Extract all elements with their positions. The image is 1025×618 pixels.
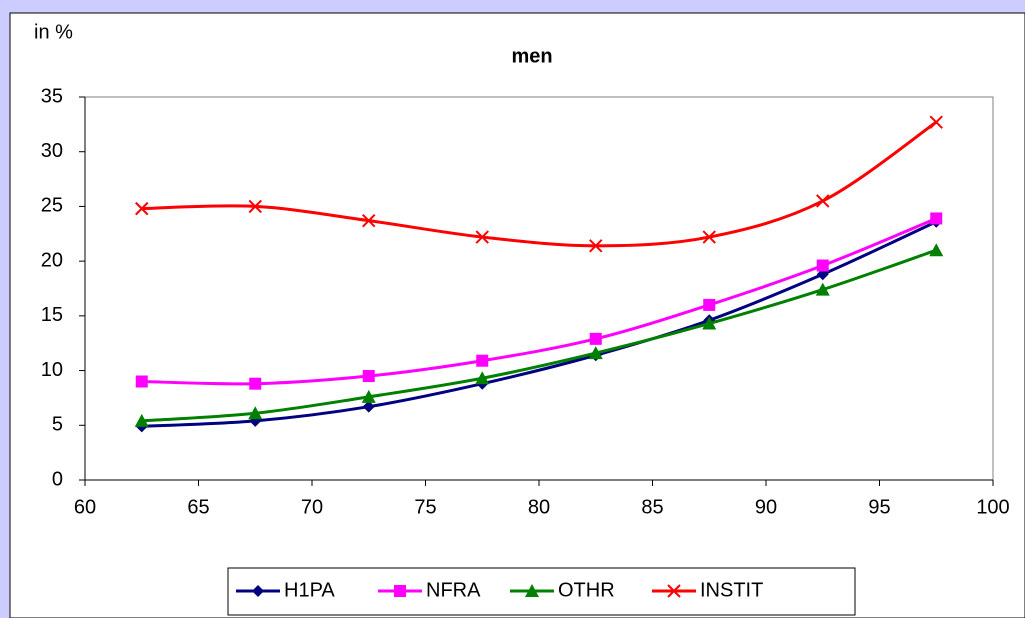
marker bbox=[394, 585, 406, 597]
marker bbox=[703, 298, 716, 311]
marker bbox=[702, 316, 717, 330]
x-tick-label: 95 bbox=[868, 496, 890, 518]
marker bbox=[135, 375, 148, 388]
legend-label: INSTIT bbox=[700, 579, 763, 601]
marker bbox=[589, 332, 602, 345]
chart-area bbox=[9, 12, 1025, 618]
series-line bbox=[141, 120, 938, 248]
marker bbox=[930, 212, 943, 225]
series-line bbox=[141, 248, 937, 423]
marker bbox=[588, 346, 603, 360]
chart-title: men bbox=[511, 45, 552, 67]
x-tick-label: 70 bbox=[301, 496, 323, 518]
marker bbox=[252, 585, 264, 597]
x-tick-label: 100 bbox=[976, 496, 1009, 518]
y-tick-label: 30 bbox=[41, 140, 63, 162]
marker bbox=[362, 213, 376, 228]
marker bbox=[525, 584, 539, 597]
marker bbox=[816, 259, 829, 272]
y-tick-label: 20 bbox=[41, 249, 63, 271]
x-tick-label: 75 bbox=[414, 496, 436, 518]
x-tick-label: 60 bbox=[74, 496, 96, 518]
legend-label: OTHR bbox=[558, 579, 615, 601]
marker bbox=[475, 371, 490, 385]
x-tick-label: 90 bbox=[755, 496, 777, 518]
marker bbox=[248, 406, 263, 420]
marker bbox=[929, 115, 943, 129]
x-tick-label: 85 bbox=[641, 496, 663, 518]
marker bbox=[362, 400, 375, 413]
marker bbox=[248, 199, 262, 214]
y-tick-label: 25 bbox=[41, 195, 63, 217]
marker bbox=[134, 413, 149, 427]
y-axis-label: in % bbox=[34, 21, 73, 43]
y-tick-label: 5 bbox=[52, 414, 63, 436]
marker bbox=[667, 584, 681, 598]
y-tick-label: 35 bbox=[41, 85, 63, 107]
x-tick-label: 65 bbox=[187, 496, 209, 518]
series-line bbox=[141, 220, 937, 428]
y-tick-label: 15 bbox=[41, 304, 63, 326]
marker bbox=[929, 243, 944, 257]
marker bbox=[361, 389, 376, 403]
y-tick-label: 0 bbox=[52, 468, 63, 490]
marker bbox=[815, 282, 830, 296]
y-tick-label: 10 bbox=[41, 359, 63, 381]
marker bbox=[249, 377, 262, 390]
marker bbox=[362, 370, 375, 383]
marker bbox=[475, 230, 489, 244]
legend-label: NFRA bbox=[426, 579, 481, 601]
legend-label: H1PA bbox=[284, 579, 335, 601]
marker bbox=[702, 230, 716, 244]
marker bbox=[816, 194, 830, 208]
marker bbox=[476, 354, 489, 367]
marker bbox=[135, 201, 149, 216]
marker bbox=[589, 239, 603, 253]
x-tick-label: 80 bbox=[528, 496, 550, 518]
